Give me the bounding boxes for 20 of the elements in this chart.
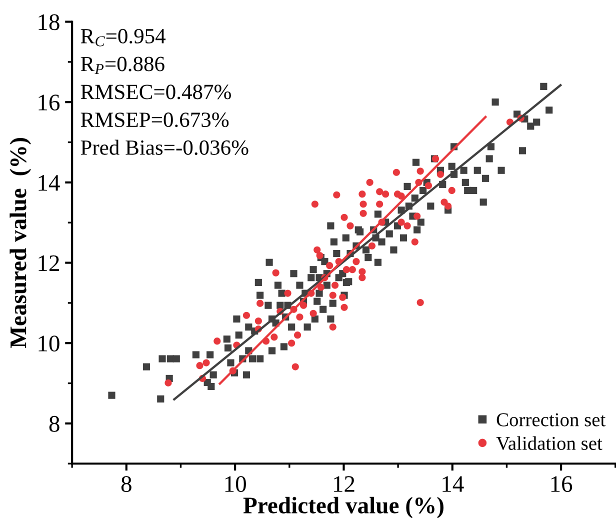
y-tick-label: 14	[38, 175, 60, 191]
y-tick-label: 16	[38, 94, 60, 111]
legend-label: Correction set	[496, 413, 606, 426]
y-tick-label: 18	[38, 14, 60, 30]
annotation: Pred Bias=-0.036%	[80, 140, 248, 155]
legend-label: Validation set	[496, 436, 602, 450]
y-tick-label: 12	[38, 255, 59, 271]
x-tick-label: 16	[551, 476, 572, 492]
y-axis-title: Measured value (%)	[10, 138, 32, 348]
x-tick-label: 8	[121, 476, 132, 492]
y-tick-label: 10	[38, 336, 60, 352]
x-tick-label: 14	[442, 476, 464, 492]
annotation: R$_{C}$=0.954	[80, 28, 166, 46]
annotation: RMSEC=0.487%	[80, 84, 231, 100]
y-tick-label: 8	[49, 416, 60, 432]
x-tick-label: 10	[225, 476, 246, 492]
x-tick-label: 12	[334, 476, 354, 492]
x-axis-title: Predicted value (%)	[243, 496, 444, 518]
annotation: RMSEP=0.673%	[80, 112, 229, 128]
annotation: R$_{P}$=0.886	[80, 56, 164, 74]
